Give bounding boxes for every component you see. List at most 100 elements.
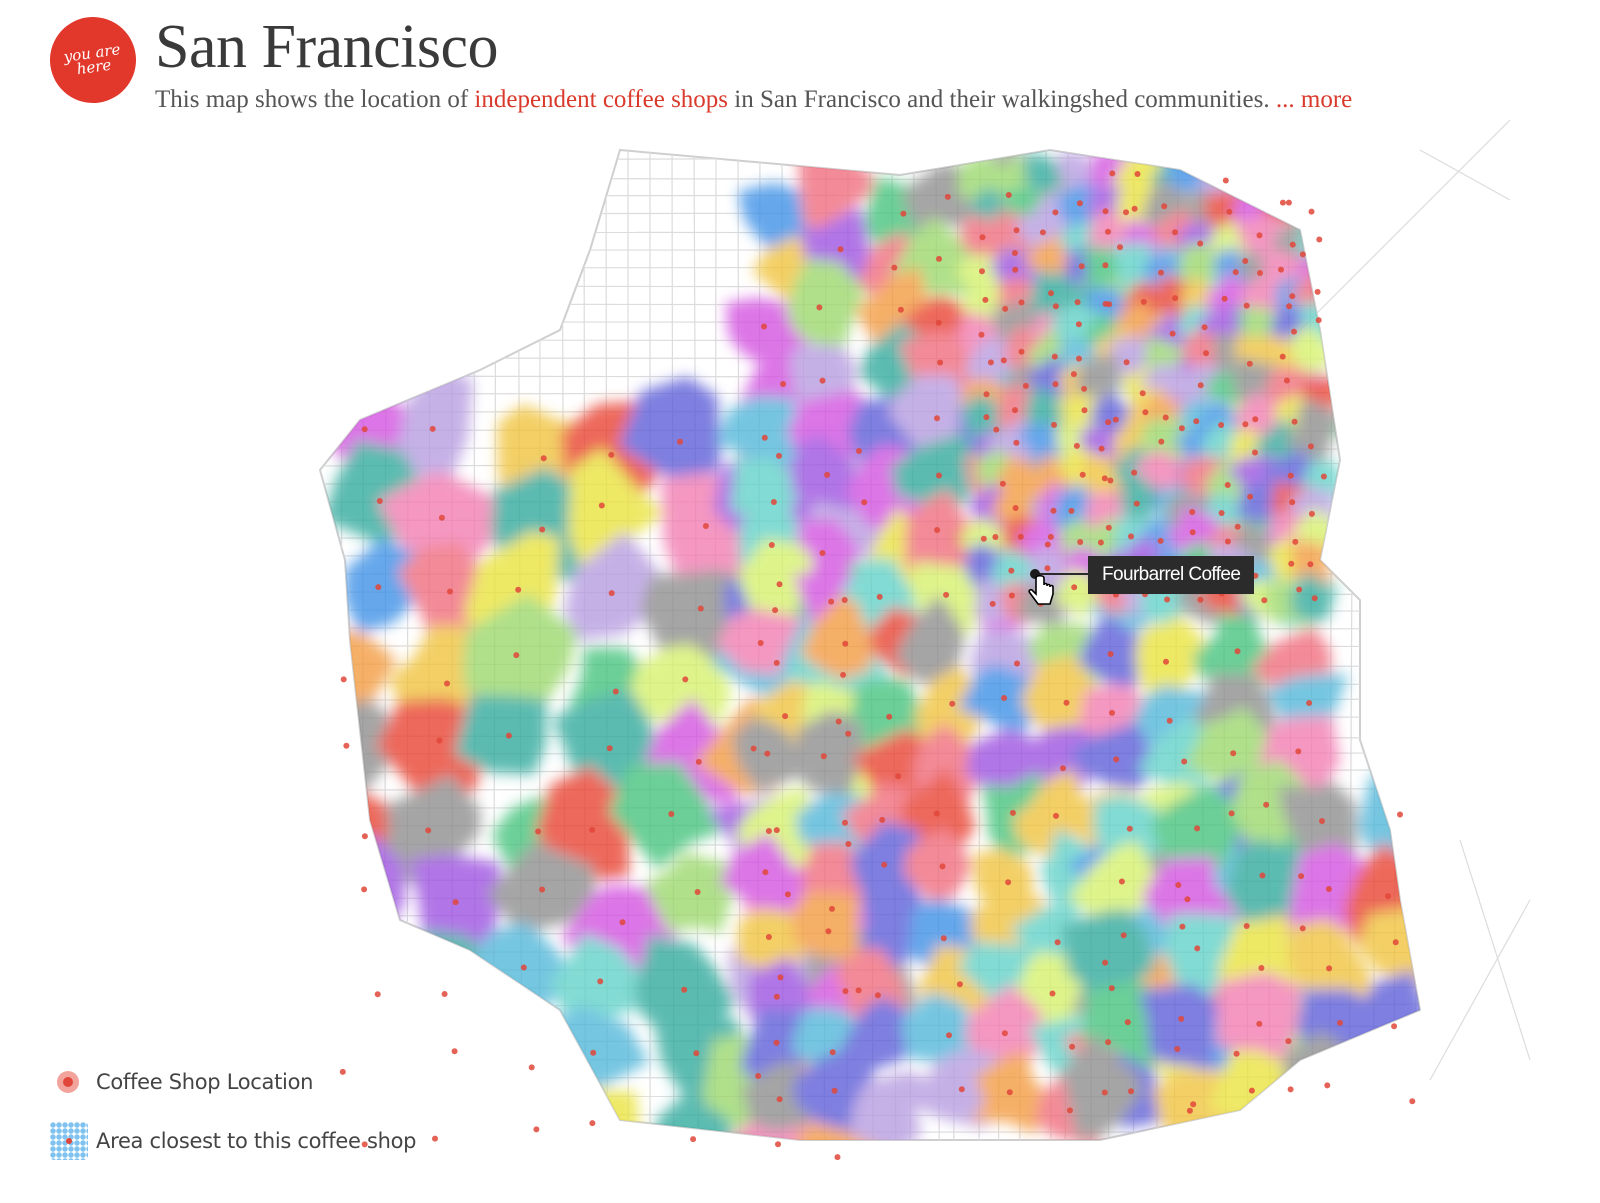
coffee-shop-dot[interactable] — [829, 905, 835, 912]
coffee-shop-dot[interactable] — [1325, 886, 1332, 892]
coffee-shop-dot[interactable] — [1285, 1038, 1292, 1045]
coffee-shop-dot[interactable] — [1131, 205, 1138, 212]
coffee-shop-dot[interactable] — [1291, 328, 1297, 335]
coffee-shop-dot[interactable] — [1002, 305, 1009, 312]
coffee-shop-dot[interactable] — [1008, 592, 1015, 599]
coffee-shop-dot[interactable] — [1109, 170, 1116, 177]
coffee-shop-dot[interactable] — [940, 935, 947, 942]
coffee-shop-dot[interactable] — [1258, 965, 1265, 971]
coffee-shop-dot[interactable] — [1279, 353, 1286, 360]
coffee-shop-dot[interactable] — [1117, 244, 1123, 251]
coffee-shop-dot[interactable] — [1392, 939, 1399, 946]
coffee-shop-dot[interactable] — [1044, 565, 1051, 572]
coffee-shop-dot[interactable] — [933, 810, 940, 817]
coffee-shop-dot[interactable] — [1197, 382, 1204, 389]
coffee-shop-dot[interactable] — [1224, 538, 1231, 545]
coffee-shop-dot[interactable] — [1022, 382, 1029, 389]
coffee-shop-dot[interactable] — [1314, 288, 1321, 295]
coffee-shop-dot[interactable] — [1097, 539, 1104, 546]
coffee-shop-dot[interactable] — [828, 598, 835, 605]
coffee-shop-dot[interactable] — [775, 1141, 781, 1148]
coffee-shop-dot[interactable] — [589, 826, 596, 833]
coffee-shop-dot[interactable] — [935, 319, 942, 326]
coffee-shop-dot[interactable] — [944, 193, 951, 200]
coffee-shop-dot[interactable] — [1063, 699, 1070, 706]
coffee-shop-dot[interactable] — [597, 978, 604, 985]
coffee-shop-dot[interactable] — [361, 426, 368, 433]
coffee-shop-dot[interactable] — [1172, 229, 1178, 236]
coffee-shop-dot[interactable] — [1397, 811, 1403, 818]
coffee-shop-dot[interactable] — [612, 688, 619, 695]
coffee-shop-dot[interactable] — [375, 584, 382, 591]
coffee-shop-dot[interactable] — [1012, 266, 1019, 273]
coffee-shop-dot[interactable] — [1197, 596, 1204, 603]
coffee-shop-dot[interactable] — [1224, 482, 1231, 488]
coffee-shop-dot[interactable] — [1230, 750, 1237, 757]
coffee-shop-dot[interactable] — [1051, 353, 1058, 360]
coffee-shop-dot[interactable] — [777, 974, 784, 981]
coffee-shop-dot[interactable] — [1320, 473, 1327, 480]
coffee-shop-dot[interactable] — [1289, 241, 1296, 248]
coffee-shop-dot[interactable] — [1158, 269, 1164, 276]
coffee-shop-dot[interactable] — [1324, 1082, 1331, 1089]
coffee-shop-dot[interactable] — [1306, 700, 1313, 706]
coffee-shop-dot[interactable] — [958, 1086, 965, 1093]
coffee-shop-dot[interactable] — [1012, 505, 1019, 511]
coffee-shop-dot[interactable] — [1113, 756, 1120, 763]
coffee-shop-dot[interactable] — [1118, 878, 1125, 885]
coffee-shop-dot[interactable] — [1201, 324, 1208, 331]
coffee-shop-dot[interactable] — [677, 438, 683, 445]
coffee-shop-dot[interactable] — [879, 816, 886, 823]
coffee-shop-dot[interactable] — [447, 588, 453, 595]
coffee-shop-dot[interactable] — [780, 381, 787, 387]
coffee-shop-dot[interactable] — [681, 986, 688, 993]
coffee-shop-dot[interactable] — [776, 581, 783, 588]
coffee-shop-dot[interactable] — [1139, 390, 1146, 397]
coffee-shop-dot[interactable] — [1052, 303, 1059, 310]
coffee-shop-dot[interactable] — [1120, 932, 1127, 939]
coffee-shop-dot[interactable] — [784, 891, 791, 898]
coffee-shop-dot[interactable] — [1012, 407, 1018, 414]
coffee-shop-dot[interactable] — [841, 597, 848, 603]
coffee-shop-dot[interactable] — [1311, 595, 1318, 602]
coffee-shop-dot[interactable] — [1123, 209, 1129, 216]
coffee-shop-dot[interactable] — [750, 745, 757, 752]
coffee-shop-dot[interactable] — [361, 833, 368, 840]
coffee-shop-dot[interactable] — [1186, 1107, 1193, 1114]
coffee-shop-dot[interactable] — [1166, 717, 1173, 724]
coffee-shop-dot[interactable] — [1074, 299, 1081, 306]
coffee-shop-dot[interactable] — [861, 499, 868, 506]
coffee-shop-dot[interactable] — [934, 527, 941, 533]
coffee-shop-dot[interactable] — [1109, 709, 1115, 716]
coffee-shop-dot[interactable] — [1178, 425, 1185, 432]
coffee-shop-dot[interactable] — [1071, 584, 1078, 591]
coffee-shop-dot[interactable] — [702, 523, 709, 529]
coffee-shop-dot[interactable] — [608, 451, 615, 458]
coffee-shop-dot[interactable] — [361, 1141, 368, 1148]
coffee-shop-dot[interactable] — [946, 1032, 952, 1039]
coffee-shop-dot[interactable] — [761, 323, 767, 330]
coffee-shop-dot[interactable] — [1048, 290, 1054, 297]
coffee-shop-dot[interactable] — [989, 600, 996, 607]
coffee-shop-dot[interactable] — [1107, 477, 1114, 484]
coffee-shop-dot[interactable] — [1243, 923, 1250, 929]
coffee-shop-dot[interactable] — [1079, 471, 1086, 478]
coffee-shop-dot[interactable] — [1054, 939, 1061, 946]
coffee-shop-dot[interactable] — [1232, 269, 1239, 276]
coffee-shop-dot[interactable] — [1161, 203, 1168, 210]
coffee-shop-dot[interactable] — [1044, 541, 1051, 548]
coffee-shop-dot[interactable] — [1252, 449, 1258, 456]
coffee-shop-dot[interactable] — [515, 586, 522, 593]
coffee-shop-dot[interactable] — [943, 591, 950, 598]
coffee-shop-dot[interactable] — [1234, 523, 1241, 530]
coffee-shop-dot[interactable] — [1315, 317, 1322, 324]
coffee-shop-dot[interactable] — [1017, 533, 1024, 540]
coffee-shop-dot[interactable] — [533, 1126, 540, 1133]
coffee-shop-dot[interactable] — [1179, 923, 1186, 930]
coffee-shop-dot[interactable] — [1307, 443, 1314, 450]
coffee-shop-dot[interactable] — [1005, 192, 1012, 198]
coffee-shop-dot[interactable] — [1047, 533, 1054, 540]
coffee-shop-dot[interactable] — [1288, 560, 1295, 567]
coffee-shop-dot[interactable] — [619, 919, 626, 926]
coffee-shop-dot[interactable] — [1263, 801, 1270, 808]
